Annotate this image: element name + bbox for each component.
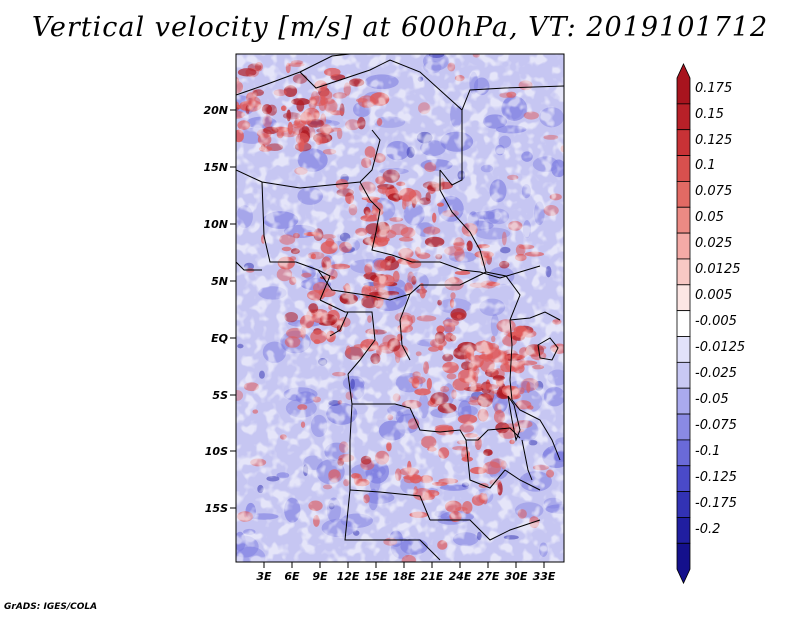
colorbar-swatch [676,310,691,337]
lat-label: EQ [211,332,228,345]
colorbar-label: 0.125 [695,133,732,148]
colorbar-swatch [676,155,691,182]
positive-cell [210,96,226,101]
lon-label: 18E [393,570,416,583]
lon-label: 9E [312,570,328,583]
positive-cell [223,124,227,135]
latitude-axis: 20N 15N 10N 5N EQ 5S 10S 15S [203,104,236,515]
colorbar-label: -0.2 [695,522,720,537]
colorbar-label: -0.125 [695,470,737,485]
lat-label: 5N [211,275,228,288]
lon-label: 6E [284,570,300,583]
colorbar-label: 0.0125 [695,262,741,277]
lon-label: 15E [365,570,388,583]
colorbar-swatch [676,491,691,518]
lon-label: 24E [449,570,472,583]
colorbar [676,63,691,585]
lon-label: 21E [421,570,444,583]
lat-label: 15N [203,161,228,174]
colorbar-swatch [676,387,691,415]
colorbar-swatch [676,336,691,363]
colorbar-swatch [676,413,691,441]
lakes [507,337,559,481]
colorbar-label: -0.1 [695,444,720,459]
colorbar-label: -0.005 [695,314,737,329]
colorbar-labels: 0.175 0.15 0.125 0.1 0.075 0.05 0.025 0.… [695,81,745,537]
lon-label: 33E [533,570,556,583]
positive-cell [217,116,236,122]
lat-label: 15S [205,502,228,515]
lon-label: 3E [256,570,272,583]
map-title: Vertical velocity [m/s] at 600hPa, VT: 2… [31,12,769,43]
lat-label: 20N [203,104,228,117]
colorbar-swatch [676,206,691,234]
colorbar-label: -0.0125 [695,340,745,355]
colorbar-swatch [676,517,691,544]
country-borders [236,54,564,561]
lon-label: 12E [337,570,360,583]
colorbar-swatch [676,63,691,105]
colorbar-label: 0.1 [695,158,716,173]
positive-cell [221,116,235,124]
lon-label: 30E [505,570,528,583]
map-frame [235,53,565,563]
map-plot-area [210,54,564,562]
field-texture [236,54,564,562]
colorbar-label: 0.05 [695,210,724,225]
lon-label: 27E [477,570,500,583]
colorbar-swatch [676,465,691,493]
positive-cell [223,121,230,127]
lat-label: 10N [203,218,228,231]
colorbar-swatch [676,232,691,260]
colorbar-swatch [676,361,691,389]
colorbar-swatch [676,180,691,208]
colorbar-swatch [676,103,691,131]
colorbar-swatch [676,439,691,467]
colorbar-swatch [676,258,691,286]
colorbar-label: 0.025 [695,236,732,251]
colorbar-label: -0.075 [695,418,737,433]
colorbar-label: 0.175 [695,81,732,96]
longitude-axis: 3E 6E 9E 12E 15E 18E 21E 24E 27E 30E 33E [256,562,556,583]
colorbar-label: 0.005 [695,288,732,303]
colorbar-label: 0.075 [695,184,732,199]
colorbar-label: -0.05 [695,392,729,407]
colorbar-label: -0.025 [695,366,737,381]
lat-label: 10S [205,445,228,458]
lat-label: 5S [212,389,228,402]
colorbar-swatch [676,284,691,312]
colorbar-swatch [676,129,691,156]
colorbar-swatch [676,542,691,585]
colorbar-label: 0.15 [695,107,724,122]
credit-text: GrADS: IGES/COLA [4,602,98,612]
colorbar-label: -0.175 [695,496,737,511]
